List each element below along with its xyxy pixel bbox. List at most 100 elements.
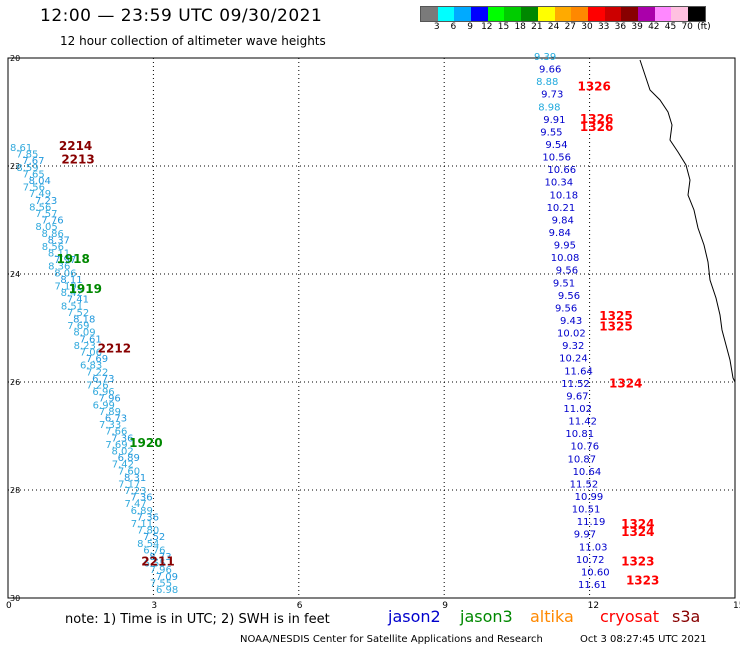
- wave-height-value: 9.95: [554, 241, 576, 252]
- wave-height-value: 10.60: [581, 567, 610, 578]
- wave-height-value: 8.42: [61, 288, 83, 299]
- lat-tick-label: 20: [10, 54, 20, 63]
- wave-height-value: 7.80: [137, 526, 159, 537]
- wave-height-value: 9.56: [556, 266, 578, 277]
- wave-height-value: 7.65: [22, 169, 44, 180]
- wave-height-value: 10.24: [559, 354, 588, 365]
- wave-height-value: 11.61: [578, 580, 607, 591]
- wave-height-value: 7.96: [150, 565, 172, 576]
- wave-height-value: 8.09: [73, 328, 95, 339]
- wave-height-value: 9.56: [555, 303, 577, 314]
- wave-height-value: 7.52: [67, 308, 89, 319]
- legend-swatch: [637, 7, 655, 21]
- orbit-number-label: 1918: [56, 252, 89, 266]
- legend-label: 39: [631, 22, 643, 32]
- orbit-number-label: 1325: [599, 309, 632, 323]
- footer-note: note: 1) Time is in UTC; 2) SWH is in fe…: [65, 612, 330, 627]
- legend-swatch: [504, 7, 522, 21]
- coastline-path: [639, 59, 736, 383]
- wave-height-value: 7.36: [137, 512, 159, 523]
- legend-swatch: [688, 7, 705, 21]
- color-legend-bar: [420, 6, 706, 22]
- wave-height-value: 10.02: [557, 329, 586, 340]
- wave-height-value: 7.47: [124, 499, 146, 510]
- satellite-legend-item: s3a: [672, 607, 701, 626]
- wave-height-value: 10.34: [544, 178, 573, 189]
- legend-swatch: [421, 7, 438, 21]
- wave-height-value: 8.11: [60, 275, 82, 286]
- wave-height-value: 10.87: [568, 454, 597, 465]
- satellite-legend-item: altika: [530, 607, 574, 626]
- wave-height-value: 9.84: [549, 228, 571, 239]
- wave-height-value: 10.08: [551, 253, 580, 264]
- wave-height-value: 10.64: [573, 467, 602, 478]
- legend-label: 33: [597, 22, 610, 32]
- wave-height-value: 8.56: [42, 242, 64, 253]
- wave-height-value: 10.21: [547, 203, 576, 214]
- orbit-number-label: 1326: [577, 79, 610, 93]
- wave-height-value: 8.11: [48, 249, 70, 260]
- lon-tick-label: 3: [151, 601, 157, 610]
- wave-height-value: 7.85: [16, 150, 38, 161]
- legend-label: 12: [481, 22, 493, 32]
- wave-height-value: 7.42: [112, 460, 134, 471]
- wave-height-value: 7.55: [150, 578, 172, 589]
- lat-tick-label: 30: [10, 594, 20, 603]
- wave-height-value: 9.66: [539, 65, 561, 76]
- wave-height-value: 7.36: [130, 493, 152, 504]
- wave-height-map: 20222426283003691215 8.617.857.678.597.6…: [6, 52, 740, 610]
- satellite-legend-item: jason3: [460, 607, 513, 626]
- wave-height-value: 6.96: [92, 387, 114, 398]
- wave-height-value: 10.18: [550, 190, 579, 201]
- wave-height-value: 11.02: [563, 404, 592, 415]
- axis-ticks: 20 22 24 26 28 300 3 6 9 12 15: [6, 54, 740, 610]
- wave-height-value: 7.57: [35, 209, 57, 220]
- wave-height-value: 6.73: [105, 413, 127, 424]
- satellite-legend-item: cryosat: [600, 607, 660, 626]
- lat-tick-label: 24: [10, 270, 20, 279]
- wave-height-value: 8.73: [149, 552, 171, 563]
- legend-label: 45: [664, 22, 677, 32]
- wave-height-value: 8.02: [111, 446, 133, 457]
- orbit-number-label: 2213: [61, 152, 94, 166]
- wave-height-value: 8.31: [124, 473, 146, 484]
- wave-height-value: 7.49: [29, 189, 51, 200]
- color-legend-labels: 3 6 9 12 15 18 21 24 27 30 33 36 39 42 45 70 (ft): [420, 22, 740, 34]
- wave-height-value: 9.51: [553, 278, 575, 289]
- legend-label: 30: [581, 22, 593, 32]
- wave-height-value: 9.73: [541, 90, 563, 101]
- footer-credit: NOAA/NESDIS Center for Satellite Applica…: [240, 634, 543, 645]
- wave-height-value: 7.26: [86, 380, 108, 391]
- wave-height-value: 11.52: [561, 379, 590, 390]
- satellite-legend-item: jason2: [388, 607, 441, 626]
- wave-height-value: 9.67: [566, 391, 588, 402]
- wave-height-value: 7.97: [54, 255, 76, 266]
- wave-height-value: 6.89: [118, 453, 140, 464]
- coastline: [639, 59, 736, 383]
- legend-label: 24: [547, 22, 560, 32]
- legend-label: (ft): [697, 22, 711, 32]
- orbit-number-label: 1920: [129, 436, 162, 450]
- orbit-number-label: 1324: [609, 376, 642, 390]
- wave-height-value: 8.05: [35, 222, 57, 233]
- legend-label: 42: [648, 22, 660, 32]
- wave-height-value: 9.56: [558, 291, 580, 302]
- wave-height-value: 7.56: [23, 183, 45, 194]
- legend-swatch: [454, 7, 472, 21]
- wave-height-value: 7.66: [105, 427, 127, 438]
- wave-height-value: 10.66: [547, 165, 576, 176]
- legend-swatch: [654, 7, 672, 21]
- wave-height-value: 7.52: [143, 532, 165, 543]
- legend-label: 21: [531, 22, 543, 32]
- legend-swatch: [671, 7, 688, 21]
- wave-height-value: 11.03: [579, 542, 608, 553]
- wave-height-value: 11.19: [577, 517, 606, 528]
- wave-height-value: 7.06: [80, 348, 102, 359]
- legend-label: 9: [467, 22, 473, 32]
- orbit-number-label: 1324: [621, 525, 654, 539]
- legend-swatch: [604, 7, 622, 21]
- lon-tick-label: 9: [442, 601, 448, 610]
- wave-height-value: 9.54: [545, 140, 567, 151]
- east-track-values: 9.399.668.889.738.989.919.559.5410.5610.…: [534, 52, 610, 591]
- wave-height-value: 8.04: [29, 176, 51, 187]
